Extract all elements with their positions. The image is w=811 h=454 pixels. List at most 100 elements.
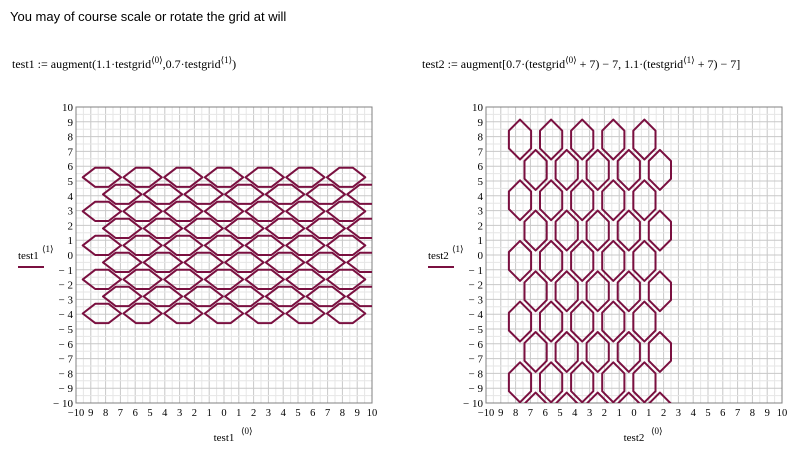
hex-cell — [163, 268, 204, 290]
formula-func: augment — [50, 57, 93, 71]
formula-op: := — [37, 57, 48, 71]
plot-frame — [485, 106, 783, 404]
hex-cell — [102, 251, 143, 273]
x-tick-label: 10 — [777, 408, 788, 419]
hex-cell — [224, 251, 265, 273]
y-tick-label: 6 — [68, 161, 74, 173]
hex-cell — [183, 183, 224, 205]
x-axis-label: test1 — [214, 432, 235, 444]
y-tick-label: 9 — [68, 117, 74, 129]
y-tick-label: 10 — [472, 102, 484, 114]
y-axis-label: test1 — [18, 250, 39, 262]
hex-cell — [142, 183, 184, 205]
hex-cell — [122, 200, 163, 222]
x-tick-label: −10 — [478, 408, 494, 419]
y-tick-label: 8 — [68, 132, 74, 144]
formula-sup: ⟨0⟩ — [565, 55, 577, 65]
y-tick-label: − 8 — [469, 368, 484, 380]
formula-test1[interactable]: test1 := augment(1.1·testgrid⟨0⟩,0.7·tes… — [12, 55, 237, 71]
hex-cell — [601, 239, 626, 282]
formula-sup: ⟨1⟩ — [683, 55, 695, 65]
x-tick-label: 6 — [310, 408, 315, 419]
hex-cell — [570, 361, 595, 403]
hex-cell — [264, 285, 306, 308]
hex-cell — [616, 270, 641, 313]
x-tick-label: 6 — [133, 408, 138, 419]
formula-mid: + 7) − 7, 1.1·(testgrid — [576, 57, 684, 71]
hex-cell — [264, 251, 306, 273]
hex-cell — [570, 118, 595, 161]
hex-cell — [142, 285, 184, 308]
x-tick-label: 1 — [646, 408, 651, 419]
hex-cell — [507, 239, 533, 282]
hex-cell — [81, 268, 123, 290]
y-tick-label: − 2 — [469, 280, 483, 292]
formula-body: 1.1·testgrid — [96, 57, 152, 71]
hex-cell — [81, 166, 123, 188]
x-tick-label: 1 — [617, 408, 622, 419]
x-tick-label: 3 — [266, 408, 271, 419]
hex-cell — [203, 200, 245, 222]
hex-cell — [554, 270, 579, 313]
x-tick-label: 8 — [103, 408, 108, 419]
hex-cell — [203, 234, 245, 256]
y-tick-label: − 9 — [469, 383, 484, 395]
hex-cell — [325, 234, 367, 256]
hex-cell — [122, 268, 163, 290]
hex-cell — [244, 268, 285, 290]
hex-cell — [244, 166, 285, 188]
hex-cell — [305, 217, 346, 239]
x-tick-label: 0 — [631, 408, 636, 419]
formula-lhs: test1 — [12, 57, 35, 71]
x-tick-label: 3 — [587, 408, 592, 419]
hex-cell — [632, 179, 657, 222]
hex-cell — [224, 217, 265, 239]
hex-cell — [647, 148, 672, 191]
hex-cell — [507, 361, 533, 403]
y-tick-label: 8 — [478, 132, 484, 144]
hex-cell — [183, 217, 224, 239]
hex-cell — [570, 300, 595, 343]
hex-cell — [163, 302, 204, 325]
hex-cell — [305, 285, 346, 308]
hex-cell — [346, 217, 372, 239]
hex-cell — [183, 251, 224, 273]
hex-cell — [122, 234, 163, 256]
hex-cell — [346, 251, 372, 273]
hex-cell — [203, 302, 245, 325]
x-tick-label: 8 — [750, 408, 755, 419]
x-tick-label: 2 — [661, 408, 666, 419]
hex-cell — [102, 217, 143, 239]
hex-cell — [81, 302, 123, 325]
hex-cell — [554, 209, 579, 252]
y-tick-label: − 5 — [59, 324, 74, 336]
hex-trace — [81, 166, 372, 325]
formula-test2[interactable]: test2 := augment[0.7·(testgrid⟨0⟩ + 7) −… — [422, 55, 741, 71]
x-tick-label: 4 — [162, 408, 168, 419]
x-axis-label: test2 — [624, 432, 645, 444]
hex-cell — [507, 179, 533, 222]
hex-cell — [305, 251, 346, 273]
hex-cell — [102, 183, 143, 205]
y-tick-label: 2 — [478, 220, 484, 232]
y-tick-label: 1 — [478, 235, 484, 247]
x-axis-label-sup: ⟨0⟩ — [651, 426, 663, 436]
hex-cell — [224, 183, 265, 205]
formula-op: := — [447, 57, 458, 71]
hex-cell — [163, 166, 204, 188]
hex-cell — [81, 200, 123, 222]
x-tick-label: 9 — [88, 408, 93, 419]
hex-cell — [285, 166, 326, 188]
hex-cell — [163, 200, 204, 222]
x-tick-label: 6 — [543, 408, 548, 419]
hex-cell — [616, 209, 641, 252]
y-tick-label: − 2 — [59, 280, 73, 292]
hex-cell — [325, 200, 367, 222]
x-tick-label: 5 — [295, 408, 300, 419]
hex-cell — [244, 200, 285, 222]
y-axis-label-sup: ⟨1⟩ — [42, 244, 54, 254]
y-tick-label: 5 — [478, 176, 484, 188]
x-tick-label: 3 — [177, 408, 182, 419]
y-tick-label: − 5 — [469, 324, 484, 336]
